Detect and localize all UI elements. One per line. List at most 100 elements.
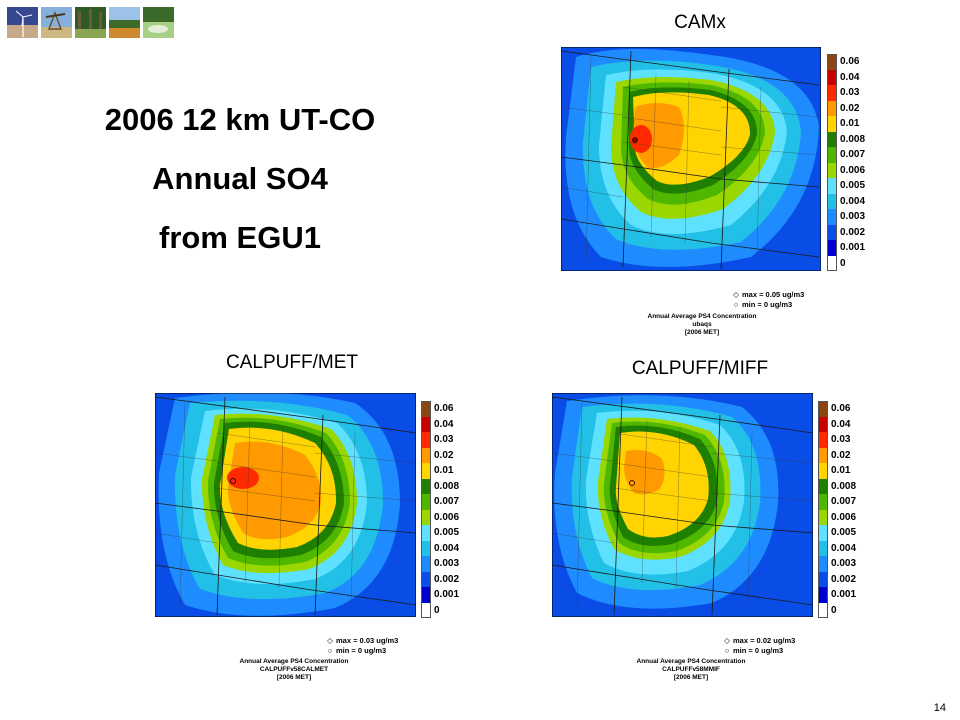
calpuff-met-caption: Annual Average PS4 Concentration CALPUFF…	[232, 658, 356, 682]
calpuff-met-concentration-map	[155, 393, 416, 617]
legend-swatch	[421, 540, 431, 556]
legend-level-label: 0.001	[434, 589, 460, 600]
legend-swatch	[827, 193, 837, 209]
legend-level-label: 0.02	[831, 449, 851, 461]
calpuff-met-caption-line-1: Annual Average PS4 Concentration	[239, 658, 349, 665]
legend-swatch	[827, 178, 837, 194]
legend-level-label: 0.002	[434, 573, 460, 585]
legend-label-list: 0.06 0.04 0.03 0.02 0.01 0.008 0.007 0.006 0.005…	[840, 54, 865, 271]
legend-label-list: 0.06 0.04 0.03 0.02 0.01 0.008 0.007 0.006 0.005…	[831, 401, 856, 618]
page-number: 14	[933, 702, 946, 714]
legend-level-label: 0.008	[840, 133, 866, 145]
legend-swatch	[827, 131, 837, 147]
legend-level-label: 0.007	[831, 496, 857, 507]
legend-swatch	[827, 147, 837, 163]
oil-pump-photo-icon	[41, 7, 72, 38]
legend-level-label: 0.005	[831, 527, 857, 538]
legend-swatch	[421, 509, 431, 525]
camx-caption-line-3: [2006 MET]	[684, 329, 720, 336]
legend-swatch	[421, 494, 431, 510]
legend-swatch	[827, 100, 837, 116]
calpuff-met-stats: ◇ max = 0.03 ug/m3 ○ min = 0 ug/m3	[327, 636, 398, 656]
calpuff-miff-stats: ◇ max = 0.02 ug/m3 ○ min = 0 ug/m3	[724, 636, 795, 656]
legend-level-label: 0.02	[840, 102, 860, 114]
min-marker-icon: ○	[724, 646, 730, 655]
legend-level-label: 0.01	[840, 118, 860, 129]
legend-level-label: 0.03	[831, 434, 851, 445]
calpuff-met-map-plot	[155, 393, 416, 617]
legend-level-label: 0.06	[831, 403, 851, 414]
legend-level-label: 0	[434, 604, 440, 616]
calpuff-met-panel-label: CALPUFF/MET	[226, 352, 358, 373]
legend-level-label: 0.008	[831, 480, 857, 492]
legend-level-label: 0	[831, 604, 837, 616]
legend-level-label: 0.006	[831, 511, 857, 523]
legend-swatch	[818, 525, 828, 541]
legend-swatch	[818, 463, 828, 479]
legend-color-scale	[421, 401, 431, 618]
legend-level-label: 0.006	[840, 164, 866, 176]
calpuff-miff-max-value: max = 0.02 ug/m3	[733, 636, 796, 645]
legend-swatch	[818, 509, 828, 525]
legend-swatch	[818, 587, 828, 603]
min-marker-icon: ○	[733, 300, 739, 309]
legend-level-label: 0.01	[831, 465, 851, 476]
legend-swatch	[818, 571, 828, 587]
title-line-2: Annual SO4	[152, 161, 328, 196]
legend-level-label: 0.04	[840, 71, 860, 83]
calpuff-miff-caption: Annual Average PS4 Concentration CALPUFF…	[629, 658, 753, 682]
legend-swatch	[421, 416, 431, 432]
legend-swatch	[421, 447, 431, 463]
legend-swatch	[827, 162, 837, 178]
legend-swatch	[421, 525, 431, 541]
legend-swatch	[818, 556, 828, 572]
legend-level-label: 0.008	[434, 480, 460, 492]
legend-level-label: 0.06	[434, 403, 454, 414]
legend-swatch	[818, 447, 828, 463]
legend-level-label: 0.005	[840, 180, 866, 191]
calpuff-miff-caption-line-1: Annual Average PS4 Concentration	[636, 658, 746, 665]
camx-concentration-map	[561, 47, 821, 271]
slide-title: 2006 12 km UT-CO Annual SO4 from EGU1	[60, 90, 420, 267]
forest-photo-icon	[75, 7, 106, 38]
calpuff-met-min-value: min = 0 ug/m3	[336, 646, 387, 655]
calpuff-met-caption-line-2: CALPUFFv58CALMET	[259, 666, 329, 673]
camx-min-value: min = 0 ug/m3	[742, 300, 793, 309]
legend-level-label: 0.001	[831, 589, 857, 600]
legend-swatch	[827, 54, 837, 70]
legend-level-label: 0	[840, 257, 846, 269]
legend-swatch	[827, 224, 837, 240]
legend-swatch	[818, 540, 828, 556]
legend-level-label: 0.006	[434, 511, 460, 523]
wetland-photo-icon	[143, 7, 174, 38]
legend-swatch	[421, 556, 431, 572]
min-marker-icon: ○	[327, 646, 333, 655]
legend-level-label: 0.003	[840, 211, 866, 222]
max-marker-icon: ◇	[724, 636, 730, 645]
camx-max-value: max = 0.05 ug/m3	[742, 290, 805, 299]
legend-level-label: 0.005	[434, 527, 460, 538]
camx-panel-label: CAMx	[674, 12, 726, 33]
legend-level-label: 0.02	[434, 449, 454, 461]
legend-level-label: 0.002	[840, 226, 866, 238]
legend-level-label: 0.001	[840, 242, 866, 253]
camx-stats: ◇ max = 0.05 ug/m3 ○ min = 0 ug/m3	[733, 290, 804, 310]
legend-level-label: 0.002	[831, 573, 857, 585]
legend-color-scale	[818, 401, 828, 618]
legend-swatch	[421, 602, 431, 618]
legend-swatch	[827, 240, 837, 256]
legend-swatch	[818, 401, 828, 417]
calpuff-met-caption-line-3: [2006 MET]	[276, 674, 312, 681]
max-marker-icon: ◇	[733, 290, 739, 299]
legend-swatch	[827, 85, 837, 101]
legend-level-label: 0.03	[840, 87, 860, 98]
legend-color-scale	[827, 54, 837, 271]
legend-level-label: 0.04	[434, 418, 454, 430]
legend-level-label: 0.04	[831, 418, 851, 430]
max-marker-icon: ◇	[327, 636, 333, 645]
wind-turbine-photo-icon	[7, 7, 38, 38]
legend-level-label: 0.003	[831, 558, 857, 569]
legend-swatch	[421, 401, 431, 417]
legend-swatch	[827, 255, 837, 271]
legend-swatch	[827, 69, 837, 85]
